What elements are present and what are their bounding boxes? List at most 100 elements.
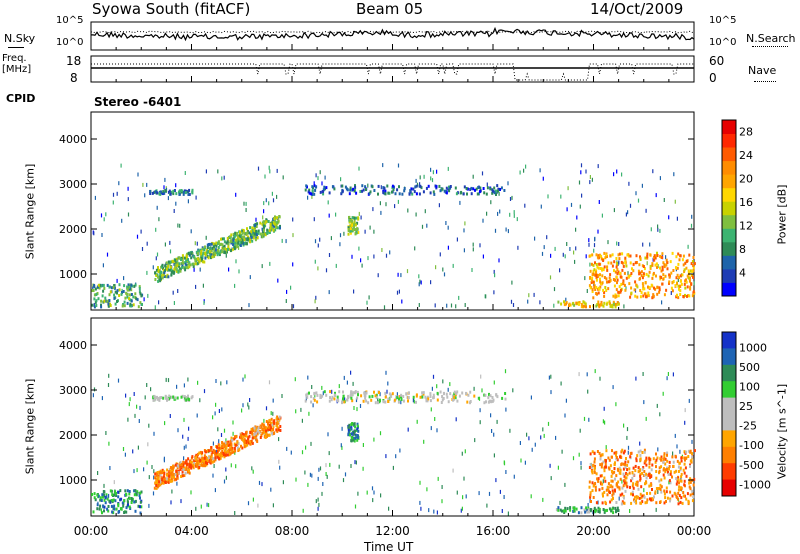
- velocity-region-1-cell: [227, 443, 230, 447]
- velocity-region-5-cell: [632, 466, 635, 470]
- velocity-scatter-point: [639, 441, 641, 446]
- power-scatter-point: [625, 286, 627, 291]
- velocity-region-0-cell: [96, 503, 99, 507]
- velocity-region-1-cell: [276, 420, 279, 424]
- velocity-region-6-cell: [580, 511, 583, 515]
- velocity-region-6-cell: [562, 509, 565, 513]
- power-scatter-point: [593, 243, 596, 248]
- power-scatter-point: [463, 228, 465, 233]
- power-scatter-point: [184, 171, 186, 175]
- velocity-region-3-cell: [412, 395, 415, 399]
- power-region-3-cell: [492, 189, 494, 193]
- velocity-region-5-cell: [681, 501, 684, 505]
- power-region-5-cell: [620, 288, 622, 292]
- power-region-5-cell: [643, 267, 646, 271]
- power-region-5-cell: [660, 276, 663, 279]
- power-colorbar-segment: [722, 174, 736, 189]
- velocity-scatter-point: [530, 494, 532, 499]
- power-region-1-cell: [178, 264, 181, 268]
- velocity-scatter-point: [188, 426, 190, 431]
- power-region-1-cell: [253, 229, 256, 233]
- power-region-6-cell: [573, 303, 576, 307]
- velocity-scatter-point: [322, 391, 324, 396]
- velocity-scatter-point: [329, 462, 331, 467]
- power-scatter-point: [533, 292, 535, 297]
- xtick-label: 20:00: [576, 524, 611, 538]
- power-region-3-cell: [449, 186, 452, 190]
- velocity-region-5-cell: [643, 450, 646, 454]
- velocity-region-1-cell: [276, 418, 279, 422]
- velocity-region-3-cell: [313, 398, 316, 402]
- power-scatter-point: [123, 276, 125, 281]
- velocity-region-1-cell: [224, 451, 227, 455]
- velocity-region-5-cell: [679, 486, 682, 490]
- power-region-1-cell: [243, 231, 246, 235]
- power-scatter-point: [172, 290, 174, 295]
- velocity-region-3-cell: [336, 395, 339, 399]
- power-region-5-cell: [690, 282, 693, 286]
- velocity-region-3-cell: [367, 401, 370, 405]
- velocity-region-5-cell: [626, 463, 629, 467]
- power-scatter-point: [401, 299, 403, 304]
- power-region-1-cell: [263, 222, 266, 226]
- velocity-region-5-cell: [596, 450, 599, 453]
- velocity-region-5-cell: [641, 471, 644, 475]
- power-region-1-cell: [163, 271, 166, 275]
- power-region-5-cell: [646, 254, 649, 258]
- velocity-region-3-cell: [373, 390, 375, 394]
- power-region-3-cell: [469, 188, 472, 191]
- power-scatter-point: [419, 175, 421, 180]
- power-scatter-point: [276, 194, 278, 199]
- power-scatter-point: [369, 225, 371, 230]
- power-region-5-cell: [677, 284, 680, 288]
- power-region-0-cell: [123, 300, 126, 304]
- power-region-3-cell: [355, 191, 358, 195]
- velocity-scatter-point: [214, 488, 216, 493]
- velocity-scatter-point: [432, 374, 435, 379]
- power-region-1-cell: [177, 269, 180, 273]
- power-region-4-cell: [353, 226, 355, 230]
- velocity-region-4-cell: [347, 428, 350, 432]
- velocity-scatter-point: [507, 511, 509, 516]
- velocity-region-1-cell: [269, 428, 271, 432]
- power-region-2-cell: [180, 190, 183, 194]
- velocity-scatter-point: [290, 450, 292, 455]
- power-region-5-cell: [609, 273, 612, 277]
- velocity-region-1-cell: [156, 480, 159, 484]
- velocity-scatter-point: [462, 495, 464, 500]
- velocity-region-1-cell: [180, 475, 183, 478]
- velocity-region-0-cell: [100, 499, 103, 502]
- velocity-region-3-cell: [419, 395, 422, 399]
- velocity-region-1-cell: [167, 477, 170, 481]
- nsearch-tick-lo: 10^0: [709, 37, 737, 48]
- power-region-6-cell: [563, 300, 565, 304]
- velocity-region-1-cell: [206, 449, 209, 453]
- velocity-scatter-point: [412, 398, 414, 403]
- power-region-1-cell: [273, 217, 276, 221]
- velocity-region-5-cell: [617, 468, 620, 472]
- velocity-region-6-cell: [557, 506, 560, 510]
- power-region-0-cell: [130, 283, 133, 287]
- power-region-5-cell: [595, 292, 598, 295]
- velocity-region-5-cell: [658, 466, 661, 470]
- velocity-region-5-cell: [680, 475, 683, 479]
- velocity-scatter-point: [295, 477, 297, 482]
- power-scatter-point: [539, 168, 541, 173]
- velocity-scatter-point: [197, 380, 199, 385]
- velocity-region-1-cell: [176, 476, 179, 480]
- power-scatter-point: [265, 198, 267, 203]
- power-region-1-cell: [186, 256, 188, 260]
- power-region-2-cell: [172, 192, 175, 196]
- velocity-region-1-cell: [176, 471, 179, 475]
- power-region-1-cell: [196, 257, 199, 261]
- velocity-scatter-point: [294, 377, 296, 382]
- velocity-region-5-cell: [660, 458, 663, 462]
- power-region-3-cell: [361, 189, 364, 193]
- velocity-region-5-cell: [604, 479, 607, 483]
- power-region-1-cell: [277, 220, 280, 224]
- velocity-region-1-cell: [243, 445, 246, 449]
- power-region-3-cell: [384, 189, 387, 193]
- velocity-scatter-point: [505, 470, 507, 474]
- velocity-region-5-cell: [608, 491, 611, 494]
- velocity-region-5-cell: [649, 491, 652, 495]
